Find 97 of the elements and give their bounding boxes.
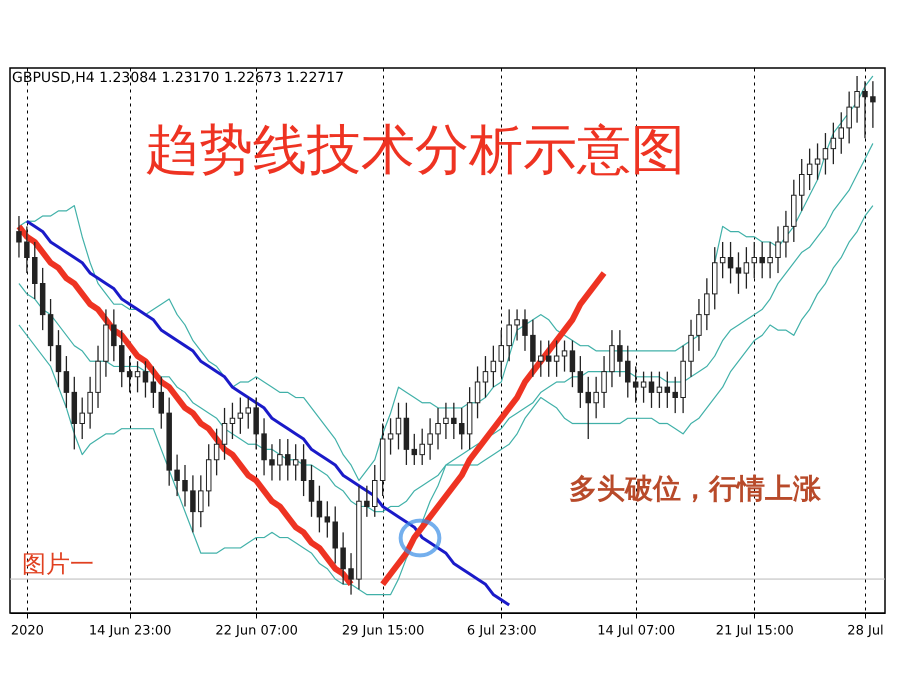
candlestick: [364, 485, 370, 518]
candlestick: [427, 418, 433, 460]
candlestick: [308, 464, 314, 518]
candlestick: [292, 444, 298, 482]
candlestick: [672, 376, 678, 414]
candlestick: [269, 444, 275, 482]
candlestick: [388, 418, 394, 456]
candlestick: [482, 355, 488, 398]
candlestick: [396, 402, 402, 450]
x-tick-label: 14 Jul 07:00: [597, 624, 676, 638]
candlestick: [617, 329, 623, 378]
candlestick: [277, 438, 283, 482]
candlestick: [720, 241, 726, 279]
candlestick: [316, 485, 322, 534]
candlestick: [570, 340, 576, 388]
candlestick: [736, 252, 742, 294]
candlestick: [324, 500, 330, 538]
candlestick: [601, 355, 607, 409]
candlestick: [814, 142, 820, 180]
candlestick: [348, 552, 354, 596]
candlestick: [246, 396, 251, 430]
candlestick: [214, 428, 220, 476]
candlestick: [752, 241, 758, 279]
candlestick: [846, 90, 852, 144]
candlestick: [767, 241, 773, 279]
candlestick: [585, 376, 591, 440]
candlestick: [870, 80, 876, 129]
candlestick: [744, 246, 750, 290]
candlestick: [182, 464, 188, 508]
candlestick: [126, 355, 132, 394]
candlestick: [412, 433, 418, 466]
candlestick: [640, 370, 646, 404]
text: 趋势线技术分析示意图: [145, 118, 685, 181]
candlestick: [222, 407, 228, 460]
candlestick: [664, 370, 670, 409]
candlestick: [174, 454, 180, 497]
candlestick: [238, 396, 244, 435]
candlestick: [696, 298, 702, 352]
candlestick: [775, 226, 781, 274]
candlestick: [656, 370, 662, 409]
candlestick: [474, 366, 480, 419]
candlestick: [150, 366, 156, 409]
candlestick: [514, 308, 520, 342]
candlestick: [158, 376, 164, 430]
candlestick: [862, 80, 868, 139]
candlestick: [578, 355, 584, 409]
candlestick: [854, 75, 860, 124]
candlestick: [522, 308, 528, 352]
candlestick: [435, 407, 441, 450]
candlestick: [593, 376, 599, 419]
candlestick: [443, 402, 449, 440]
x-tick-label: 29 Jun 15:00: [342, 624, 424, 638]
x-tick-label: 21 Jul 15:00: [716, 624, 794, 638]
candlestick: [538, 340, 544, 378]
candlestick: [190, 474, 196, 534]
candlestick: [625, 345, 631, 398]
candlestick: [728, 241, 734, 284]
x-tick-label: 22 Jun 07:00: [215, 624, 298, 638]
candlestick: [506, 308, 512, 362]
candlestick: [759, 241, 765, 279]
candlestick: [704, 278, 710, 331]
candlestick: [498, 329, 504, 378]
candlestick: [822, 132, 828, 176]
x-tick-label: 28 Jul: [847, 624, 884, 638]
candlestick: [451, 402, 457, 440]
candlestick: [838, 112, 844, 154]
candlestick: [632, 366, 638, 404]
candlestick: [798, 158, 804, 212]
candlestick: [24, 226, 30, 274]
candlestick: [806, 148, 812, 191]
candlestick: [79, 396, 85, 440]
candlestick: [562, 340, 568, 372]
candlestick: [554, 340, 560, 378]
candlestick: [87, 376, 93, 430]
candlestick: [64, 355, 70, 409]
candlestick: [198, 474, 204, 528]
candlestick: [285, 438, 291, 482]
x-tick-label: 6 Jul 23:00: [466, 624, 537, 638]
candlestick: [340, 532, 346, 585]
candlestick: [134, 360, 140, 394]
candlestick: [16, 215, 22, 258]
annotation: GBPUSD,H4 1.23084 1.23170 1.22673 1.22717: [12, 70, 344, 86]
candlestick: [648, 370, 654, 409]
candlestick: [546, 340, 552, 378]
candlestick: [783, 210, 789, 258]
candlestick: [830, 122, 836, 165]
annotation: 图片一: [22, 550, 94, 578]
candlestick: [111, 308, 117, 362]
x-tick-label: 2020: [10, 624, 44, 638]
candlestick: [230, 402, 236, 440]
candlestick: [300, 444, 306, 497]
x-tick-label: 14 Jun 23:00: [88, 624, 172, 638]
candlestick: [142, 360, 148, 398]
annotation: 多头破位，行情上涨: [569, 472, 822, 505]
candlestick: [419, 428, 425, 466]
candlestick: [490, 345, 496, 388]
candlestick: [458, 407, 464, 450]
